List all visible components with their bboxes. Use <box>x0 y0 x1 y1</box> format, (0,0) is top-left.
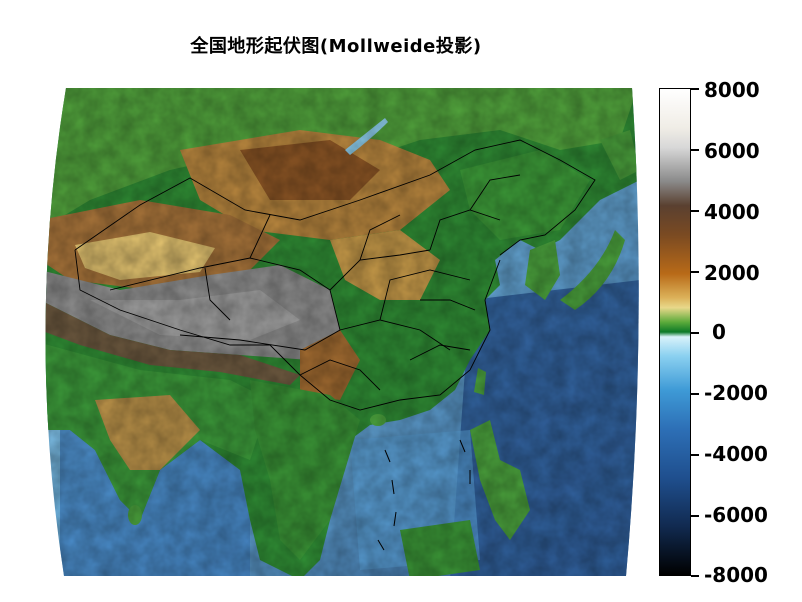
colorbar-tick <box>691 454 699 456</box>
map-title: 全国地形起伏图(Mollweide投影) <box>190 36 482 57</box>
colorbar-tick <box>691 332 699 334</box>
colorbar-tick <box>691 271 699 273</box>
colorbar-label: 8000 <box>704 78 760 102</box>
south-sea-dashes <box>377 439 471 551</box>
colorbar-tick <box>691 515 699 517</box>
colorbar-tick <box>691 88 699 90</box>
colorbar-tick <box>691 575 699 577</box>
colorbar-label: -2000 <box>704 381 768 405</box>
colorbar-label: -8000 <box>704 563 768 587</box>
colorbar-label: 2000 <box>704 261 760 285</box>
colorbar-label: -6000 <box>704 503 768 527</box>
colorbar-label: -4000 <box>704 442 768 466</box>
colorbar-tick <box>691 149 699 151</box>
colorbar-tick <box>691 393 699 395</box>
colorbar-tick <box>691 210 699 212</box>
province-boundaries <box>74 139 596 411</box>
colorbar-label: 6000 <box>704 139 760 163</box>
colorbar-label: 0 <box>712 320 726 344</box>
colorbar-label: 4000 <box>704 200 760 224</box>
elevation-colorbar <box>659 88 691 576</box>
